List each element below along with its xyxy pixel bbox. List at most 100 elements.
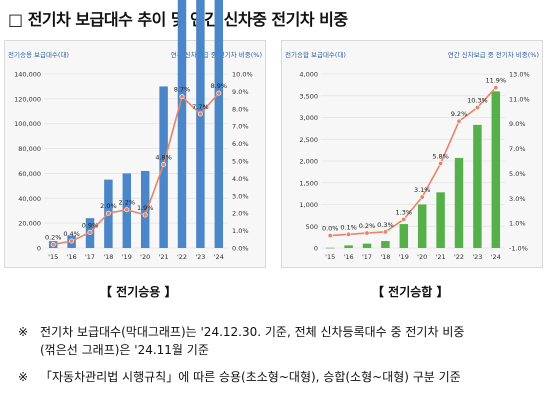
share-label: 0.2% <box>359 222 376 230</box>
x-tick-label: '22 <box>454 253 464 261</box>
share-point <box>87 229 93 235</box>
share-point <box>401 216 407 222</box>
share-label: 0.1% <box>340 223 357 231</box>
share-label: 1.9% <box>137 204 154 212</box>
x-tick-label: '17 <box>85 253 95 261</box>
left-tick-label: 140,000 <box>14 71 41 79</box>
x-tick-label: '24 <box>491 253 501 261</box>
x-tick-label: '16 <box>67 253 77 261</box>
x-tick-label: '24 <box>214 253 224 261</box>
x-tick-label: '22 <box>177 253 187 261</box>
share-point <box>456 118 462 124</box>
bar-19 <box>399 224 409 248</box>
bar-15 <box>325 247 335 249</box>
share-label: 10.3% <box>467 97 488 105</box>
x-tick-label: '21 <box>159 253 169 261</box>
x-tick-label: '23 <box>472 253 482 261</box>
footnote-2: ※ 「자동차관리법 시행규칙」에 따른 승용(초소형~대형), 승합(소형~대형… <box>18 368 548 386</box>
left-tick-label: 80,000 <box>18 145 41 153</box>
left-axis-title: 전기승합 보급대수(대) <box>285 50 346 59</box>
note-mark: ※ <box>18 370 29 384</box>
share-label: 8.9% <box>211 82 228 90</box>
right-tick-label: 8.0% <box>232 105 249 113</box>
right-tick-label: 4.0% <box>232 175 249 183</box>
left-tick-label: 100,000 <box>14 120 41 128</box>
share-label: 7.7% <box>192 103 209 111</box>
footnote-1: ※ 전기차 보급대수(막대그래프)는 '24.12.30. 기준, 전체 신차등… <box>18 323 548 359</box>
share-point <box>364 230 370 236</box>
bar-21 <box>436 192 445 248</box>
right-axis-title: 연간 신차보급 중 전기차 비중(%) <box>448 50 539 59</box>
left-axis-title: 전기승용 보급대수(대) <box>8 50 69 59</box>
footnote-2-text: 「자동차관리법 시행규칙」에 따른 승용(초소형~대형), 승합(소형~대형) … <box>40 370 461 384</box>
share-point <box>50 242 56 248</box>
x-tick-label: '19 <box>399 253 409 261</box>
left-tick-label: 1,000 <box>299 201 318 209</box>
share-label: 8.7% <box>174 86 191 94</box>
x-tick-label: '19 <box>122 253 132 261</box>
bar-23 <box>473 124 482 248</box>
share-point <box>216 90 222 96</box>
x-tick-label: '23 <box>195 253 205 261</box>
bar-23 <box>196 0 205 248</box>
share-point <box>142 212 148 218</box>
left-tick-label: 500 <box>306 223 318 231</box>
left-tick-label: 0 <box>37 245 41 253</box>
x-tick-label: '18 <box>380 253 390 261</box>
chart-caption-van: 【 전기승합 】 <box>372 285 449 299</box>
chart-panel-passenger: 전기승용 보급대수(대)연간 신차보급 중 전기차 비중(%)140,00012… <box>4 0 266 268</box>
x-tick-label: '16 <box>344 253 354 261</box>
share-point <box>474 105 480 111</box>
chart-panel-van: 전기승합 보급대수(대) 연간 신차보급 중 전기차 비중(%) 4,000 3,50… <box>281 40 543 268</box>
chart-caption-passenger: 【 전기승용 】 <box>100 285 177 299</box>
share-point <box>382 229 388 235</box>
footnote-1-line-1: 전기차 보급대수(막대그래프)는 '24.12.30. 기준, 전체 신차등록대… <box>40 325 465 339</box>
right-tick-label: 10.0% <box>232 71 253 79</box>
share-label: 0.4% <box>63 230 80 238</box>
x-tick-label: '17 <box>362 253 372 261</box>
share-label: 1.3% <box>396 208 413 216</box>
share-point <box>327 233 333 239</box>
bar-20 <box>417 204 427 248</box>
right-tick-label: 3.0% <box>509 195 526 203</box>
share-label: 0.9% <box>82 221 99 229</box>
share-label: 0.2% <box>45 234 62 242</box>
chart-frame <box>4 40 266 268</box>
right-tick-label: 7.0% <box>232 123 249 131</box>
right-tick-label: 2.0% <box>232 210 249 218</box>
share-label: 0.3% <box>377 221 394 229</box>
x-tick-label: '20 <box>140 253 150 261</box>
share-label: 3.1% <box>414 186 431 194</box>
bar-16 <box>344 245 353 248</box>
share-point <box>346 231 352 237</box>
bar-17 <box>362 243 372 248</box>
share-label: 4.8% <box>155 153 172 161</box>
left-tick-label: 3,500 <box>299 92 318 100</box>
passenger-ev-chart: 전기승용 보급대수(대)연간 신차보급 중 전기차 비중(%)140,00012… <box>4 0 266 268</box>
share-label: 2.2% <box>119 199 136 207</box>
share-label: 0.0% <box>322 225 339 233</box>
right-tick-label: -1.0% <box>509 245 528 253</box>
left-tick-label: 4,000 <box>299 71 318 79</box>
left-tick-label: 20,000 <box>18 220 41 228</box>
bar-24 <box>491 91 501 249</box>
right-tick-label: 5.0% <box>232 158 249 166</box>
right-tick-label: 5.0% <box>509 170 526 178</box>
share-point <box>419 194 425 200</box>
share-label: 11.9% <box>485 77 506 85</box>
share-point <box>105 210 111 216</box>
x-tick-label: '20 <box>417 253 427 261</box>
left-tick-label: 1,500 <box>299 179 318 187</box>
right-tick-label: 9.0% <box>232 88 249 96</box>
share-point <box>69 238 75 244</box>
share-point <box>493 85 499 91</box>
right-tick-label: 9.0% <box>509 120 526 128</box>
x-tick-label: '15 <box>48 253 58 261</box>
bar-21 <box>159 86 168 248</box>
left-tick-label: 2,500 <box>299 136 318 144</box>
right-tick-label: 0.0% <box>232 245 249 253</box>
right-tick-label: 3.0% <box>232 192 249 200</box>
right-tick-label: 1.0% <box>509 220 526 228</box>
share-point <box>197 111 203 117</box>
left-tick-label: 40,000 <box>18 195 41 203</box>
